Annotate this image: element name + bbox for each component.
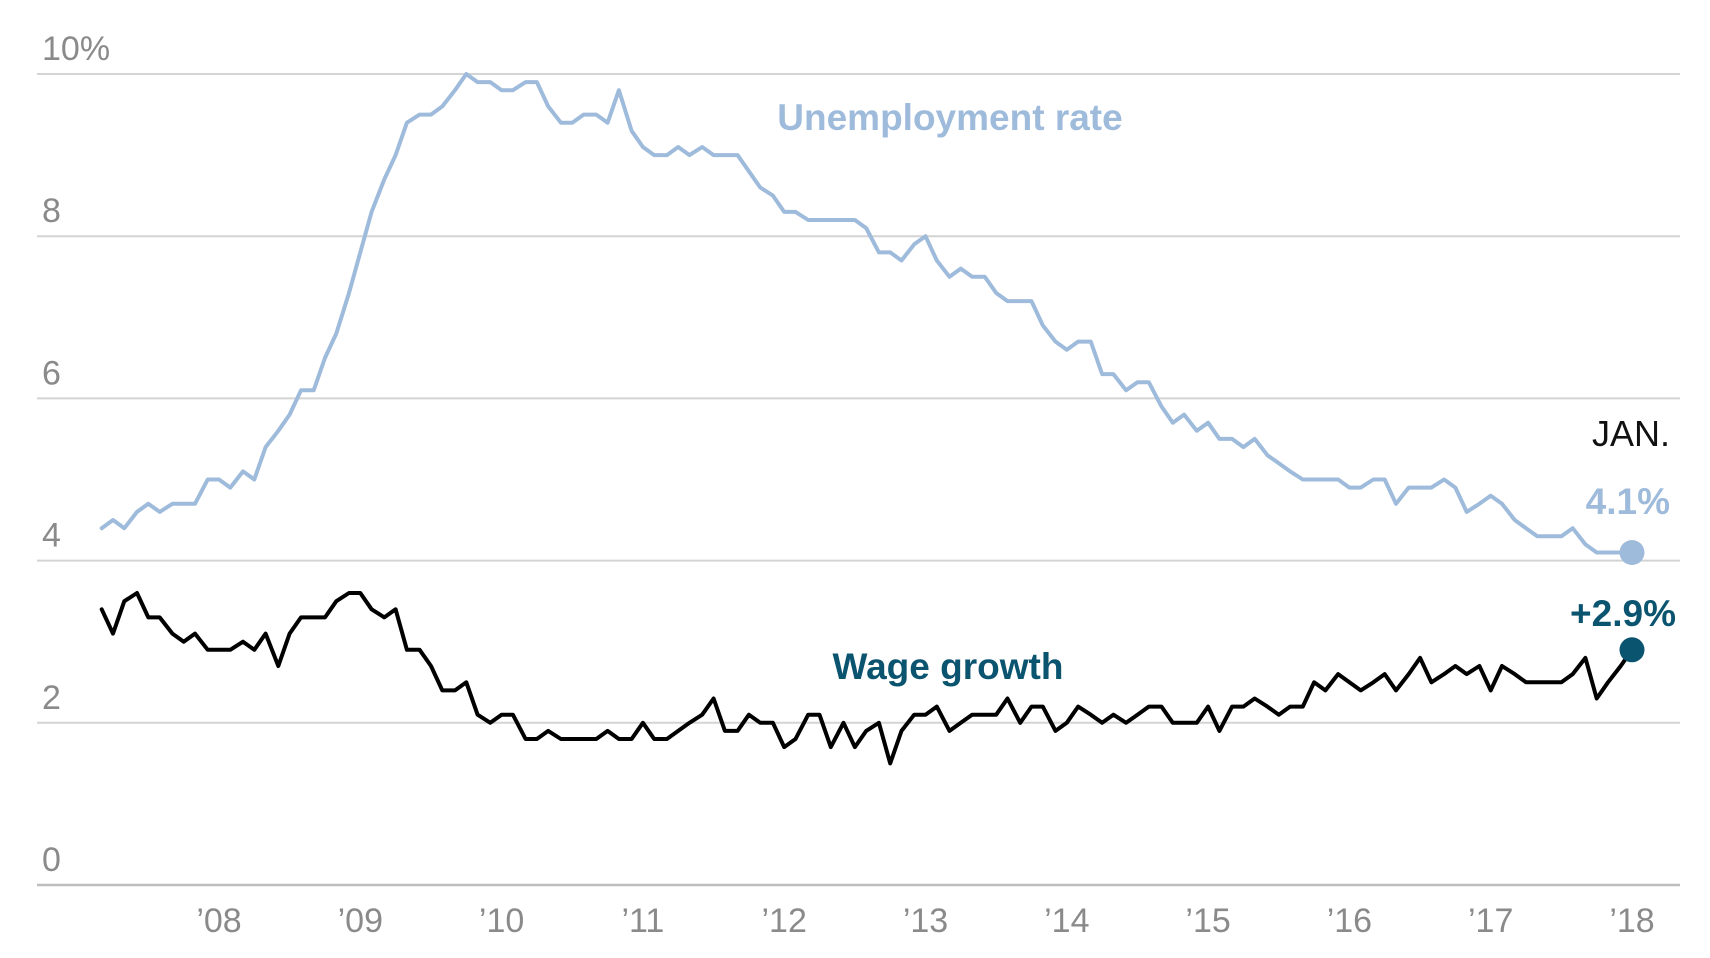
x-tick-label: ’10 xyxy=(479,902,524,940)
series-label-unemployment: Unemployment rate xyxy=(777,97,1122,138)
y-tick-label: 2 xyxy=(42,679,61,717)
x-tick-label: ’11 xyxy=(621,902,664,940)
y-tick-label: 8 xyxy=(42,192,61,230)
unemployment-line xyxy=(99,72,1634,555)
x-tick-label: ’14 xyxy=(1044,902,1089,940)
x-tick-label: ’12 xyxy=(762,902,807,940)
y-tick-label: 10% xyxy=(42,30,110,68)
unemployment-end-value: 4.1% xyxy=(1586,481,1670,522)
y-tick-label: 6 xyxy=(42,354,61,392)
x-tick-label: ’16 xyxy=(1327,902,1372,940)
x-tick-label: ’18 xyxy=(1609,902,1654,940)
wage-end-value: +2.9% xyxy=(1570,593,1676,634)
endpoint-month-label: JAN. xyxy=(1592,413,1670,454)
series-label-wage: Wage growth xyxy=(833,646,1064,687)
wage-end-point xyxy=(1619,637,1645,663)
x-tick-label: ’17 xyxy=(1468,902,1513,940)
series-lines xyxy=(99,72,1645,766)
y-tick-label: 4 xyxy=(42,517,61,555)
y-tick-label: 0 xyxy=(42,841,61,879)
gridlines xyxy=(37,73,1680,887)
x-tick-labels: ’08 ’09 ’10 ’11 ’12 ’13 ’14 ’15 ’16 ’17 ’18 xyxy=(196,902,1654,940)
x-tick-label: ’09 xyxy=(338,902,383,940)
x-tick-label: ’08 xyxy=(196,902,241,940)
unemployment-end-point xyxy=(1619,539,1645,565)
x-tick-label: ’13 xyxy=(903,902,948,940)
y-tick-labels: 10% 8 6 4 2 0 xyxy=(42,30,110,879)
x-tick-label: ’15 xyxy=(1185,902,1230,940)
wage-line xyxy=(99,591,1634,766)
